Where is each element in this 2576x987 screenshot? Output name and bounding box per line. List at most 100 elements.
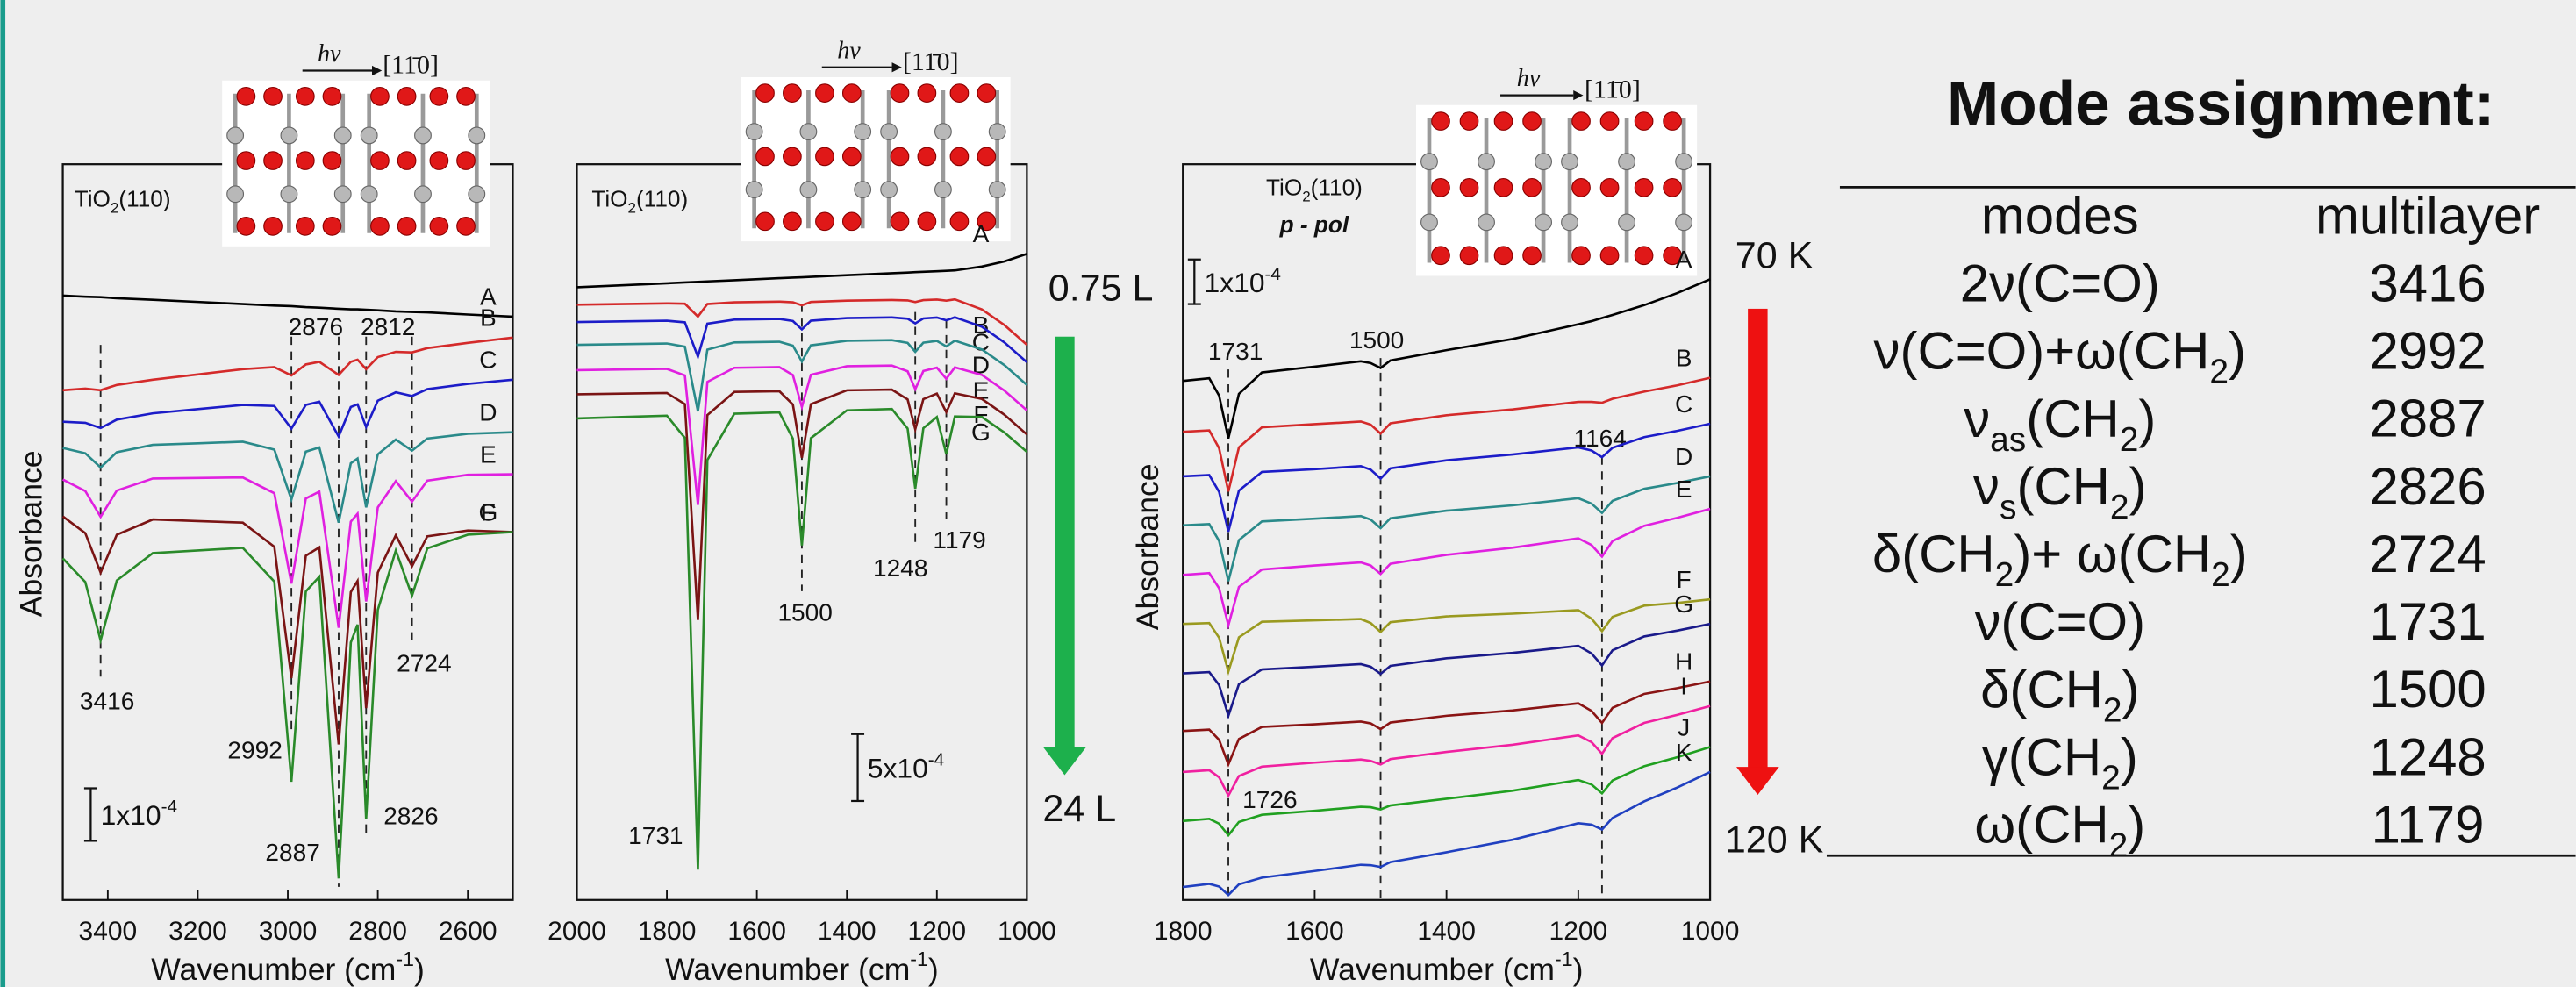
peak-label: 2826 bbox=[383, 803, 438, 830]
x-tick-label: 3000 bbox=[259, 917, 318, 946]
side-strip bbox=[0, 0, 5, 987]
x-tick-label: 1400 bbox=[1417, 917, 1476, 946]
o-atom bbox=[397, 88, 416, 106]
multilayer-cell: 3416 bbox=[2369, 254, 2486, 312]
figure: Mode assignment: 34003200300028002600Wav… bbox=[0, 0, 2576, 987]
crystal-inset bbox=[741, 62, 1011, 241]
o-atom bbox=[950, 212, 969, 231]
o-atom bbox=[950, 147, 969, 166]
peak-label: 1500 bbox=[777, 599, 832, 626]
ti-atom bbox=[1421, 214, 1438, 231]
polarization-label: p - pol bbox=[1279, 211, 1349, 238]
x-tick-label: 1000 bbox=[998, 917, 1056, 946]
photon-label: hν bbox=[837, 37, 861, 64]
x-axis-label-part: Wavenumber (cm bbox=[1310, 953, 1555, 987]
ti-atom bbox=[227, 127, 244, 144]
ti-atom bbox=[1619, 214, 1635, 231]
series-label: D bbox=[1675, 443, 1692, 470]
o-atom bbox=[371, 88, 390, 106]
ti-atom bbox=[334, 127, 351, 144]
peak-label: 2812 bbox=[361, 313, 415, 340]
ti-atom bbox=[746, 124, 762, 140]
page: Mode assignment: 34003200300028002600Wav… bbox=[0, 0, 2576, 987]
peak-label: 2724 bbox=[397, 650, 451, 677]
ti-atom bbox=[1562, 214, 1578, 231]
mode-cell-part: ) bbox=[2122, 660, 2140, 719]
peak-label: 3416 bbox=[80, 688, 134, 715]
start-label: 70 K bbox=[1735, 234, 1814, 276]
o-atom bbox=[1600, 112, 1619, 131]
o-atom bbox=[756, 84, 775, 103]
panel-label: TiO2(110) bbox=[591, 185, 688, 216]
mode-cell-part: (CH bbox=[2016, 457, 2109, 516]
series-label: C bbox=[479, 347, 497, 374]
panel-label-part: (110) bbox=[118, 185, 170, 211]
o-atom bbox=[891, 147, 909, 166]
end-label: 120 K bbox=[1725, 819, 1824, 862]
peak-label: 2887 bbox=[265, 839, 319, 866]
ti-atom bbox=[361, 186, 377, 203]
mode-cell-part: ω(CH bbox=[1974, 795, 2108, 854]
multilayer-cell: 1179 bbox=[2372, 795, 2485, 854]
o-atom bbox=[918, 212, 936, 231]
o-atom bbox=[977, 84, 996, 103]
x-axis-label-part: ) bbox=[1573, 953, 1584, 987]
o-atom bbox=[457, 218, 476, 236]
inset-background bbox=[222, 81, 490, 247]
o-atom bbox=[918, 147, 936, 166]
x-axis-label-part: ) bbox=[928, 953, 939, 987]
o-atom bbox=[1432, 112, 1450, 131]
table-header: modes bbox=[1981, 187, 2139, 246]
o-atom bbox=[784, 84, 802, 103]
o-atom bbox=[397, 152, 416, 170]
x-axis-label-super: -1 bbox=[1555, 948, 1573, 970]
mode-cell-sub: 2 bbox=[2120, 421, 2139, 459]
y-axis-label: Absorbance bbox=[1130, 463, 1165, 630]
o-atom bbox=[816, 84, 834, 103]
x-tick-label: 1000 bbox=[1681, 917, 1740, 946]
mode-cell-part: ν bbox=[1964, 390, 1990, 448]
ti-atom bbox=[334, 186, 351, 203]
o-atom bbox=[237, 152, 255, 170]
peak-label: 1500 bbox=[1349, 326, 1404, 354]
ti-atom bbox=[1478, 154, 1495, 170]
series-label: C bbox=[1675, 390, 1692, 418]
o-atom bbox=[1494, 247, 1513, 265]
x-tick-label: 1800 bbox=[638, 917, 697, 946]
scale-bar-label-super: -4 bbox=[928, 750, 944, 770]
o-atom bbox=[1523, 112, 1542, 131]
o-atom bbox=[1572, 179, 1591, 197]
panel-label: TiO2(110) bbox=[1266, 174, 1363, 204]
panel-label-part: (110) bbox=[1311, 174, 1363, 200]
o-atom bbox=[1635, 179, 1653, 197]
o-atom bbox=[1460, 112, 1478, 131]
ti-atom bbox=[227, 186, 244, 203]
o-atom bbox=[371, 152, 390, 170]
series-label: A bbox=[973, 220, 990, 247]
o-atom bbox=[1460, 247, 1478, 265]
x-tick-label: 2800 bbox=[348, 917, 407, 946]
peak-label: 2992 bbox=[227, 737, 282, 764]
o-atom bbox=[918, 84, 936, 103]
o-atom bbox=[397, 218, 416, 236]
mode-cell-part: ) bbox=[2129, 457, 2147, 516]
mode-cell-sub: 2 bbox=[2209, 353, 2229, 390]
o-atom bbox=[1494, 179, 1513, 197]
mode-cell-part: ) bbox=[2138, 390, 2156, 448]
ti-atom bbox=[800, 182, 817, 198]
series-label: E bbox=[973, 377, 990, 404]
x-tick-label: 1400 bbox=[818, 917, 877, 946]
ti-atom bbox=[281, 186, 297, 203]
o-atom bbox=[1600, 247, 1619, 265]
peak-label: 1731 bbox=[1208, 338, 1263, 365]
mode-cell-sub: as bbox=[1990, 421, 2026, 459]
o-atom bbox=[264, 152, 283, 170]
series-label: G bbox=[478, 498, 497, 526]
ti-atom bbox=[800, 124, 817, 140]
y-axis-label: Absorbance bbox=[13, 451, 48, 618]
x-tick-label: 1200 bbox=[907, 917, 966, 946]
start-label: 0.75 L bbox=[1048, 268, 1154, 310]
o-atom bbox=[1523, 179, 1542, 197]
series-label: D bbox=[479, 399, 497, 426]
x-axis-label-part: Wavenumber (cm bbox=[665, 953, 910, 987]
